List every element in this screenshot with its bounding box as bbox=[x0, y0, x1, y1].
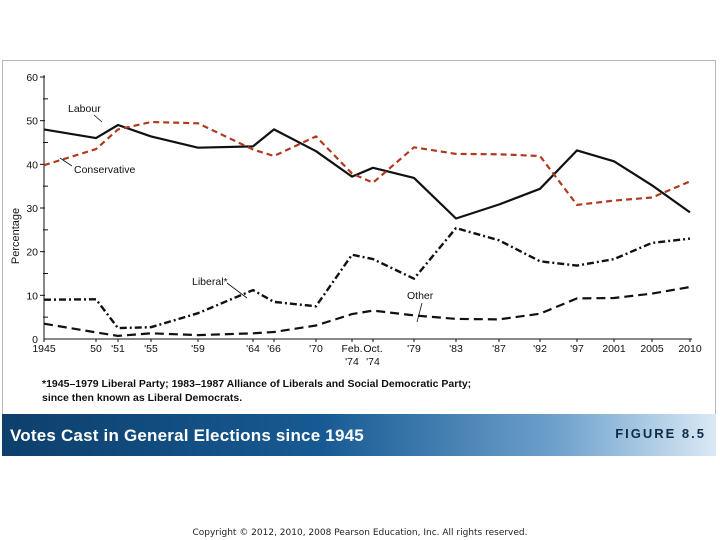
x-tick-label: '83 bbox=[449, 343, 463, 355]
x-tick-label: '74 bbox=[366, 356, 380, 368]
x-tick-label: '51 bbox=[111, 343, 125, 355]
series-line-liberal bbox=[43, 226, 691, 330]
copyright-notice: Copyright © 2012, 2010, 2008 Pearson Edu… bbox=[192, 528, 528, 538]
x-tick-label: '74 bbox=[345, 356, 359, 368]
axes: 0 10 20 30 40 50 60 1945 50 '51 '55 '59 '64 '66 '70 Feb… bbox=[26, 72, 702, 368]
series-label-liberal: Liberal* bbox=[192, 276, 228, 288]
x-tick-label: Oct. bbox=[363, 343, 382, 355]
y-tick-label: 40 bbox=[26, 159, 38, 171]
series-label-labour: Labour bbox=[68, 103, 101, 115]
y-tick-label: 10 bbox=[26, 290, 38, 302]
x-tick-label: '59 bbox=[191, 343, 205, 355]
figure-title: Votes Cast in General Elections since 19… bbox=[10, 426, 364, 445]
series-line-other bbox=[43, 285, 691, 337]
x-tick-label: 2010 bbox=[678, 343, 702, 355]
footnote-line-2: since then known as Liberal Democrats. bbox=[42, 392, 243, 404]
series-label-conservative: Conservative bbox=[74, 164, 135, 176]
x-tick-label: '66 bbox=[267, 343, 281, 355]
x-tick-label: 1945 bbox=[32, 343, 56, 355]
line-chart: Percentage 0 10 20 30 40 50 60 1945 50 '51 '55 '59 '… bbox=[10, 72, 702, 368]
x-tick-label: '97 bbox=[570, 343, 584, 355]
x-tick-label: '55 bbox=[144, 343, 158, 355]
y-tick-label: 20 bbox=[26, 247, 38, 259]
label-leader-line bbox=[416, 302, 423, 323]
x-tick-label: 2001 bbox=[602, 343, 626, 355]
series-labels: Labour Conservative Liberal* Other bbox=[68, 103, 434, 302]
series-line-labour bbox=[43, 123, 691, 220]
y-tick-label: 30 bbox=[26, 203, 38, 215]
y-tick-label: 0 bbox=[32, 334, 38, 346]
figure-number: FIGURE 8.5 bbox=[615, 426, 706, 441]
figure-banner: Votes Cast in General Elections since 19… bbox=[2, 414, 716, 456]
x-tick-label: 50 bbox=[90, 343, 102, 355]
series-line-conservative bbox=[43, 120, 691, 206]
x-tick-label: '92 bbox=[533, 343, 547, 355]
y-tick-label: 60 bbox=[26, 72, 38, 84]
footnote-line-1: *1945–1979 Liberal Party; 1983–1987 Alli… bbox=[42, 378, 472, 390]
series-label-other: Other bbox=[407, 290, 434, 302]
y-tick-label: 50 bbox=[26, 116, 38, 128]
x-tick-label: '64 bbox=[246, 343, 260, 355]
series-layer bbox=[43, 114, 691, 337]
footnote: *1945–1979 Liberal Party; 1983–1987 Alli… bbox=[42, 377, 602, 405]
label-leader-line bbox=[59, 157, 73, 167]
x-tick-label: 2005 bbox=[640, 343, 664, 355]
x-tick-label: '70 bbox=[309, 343, 323, 355]
y-axis-label: Percentage bbox=[10, 208, 22, 264]
x-tick-label: '87 bbox=[492, 343, 506, 355]
label-leader-line bbox=[226, 282, 248, 299]
label-leader-line bbox=[93, 114, 103, 123]
x-tick-label: Feb. bbox=[341, 343, 362, 355]
x-tick-label: '79 bbox=[407, 343, 421, 355]
